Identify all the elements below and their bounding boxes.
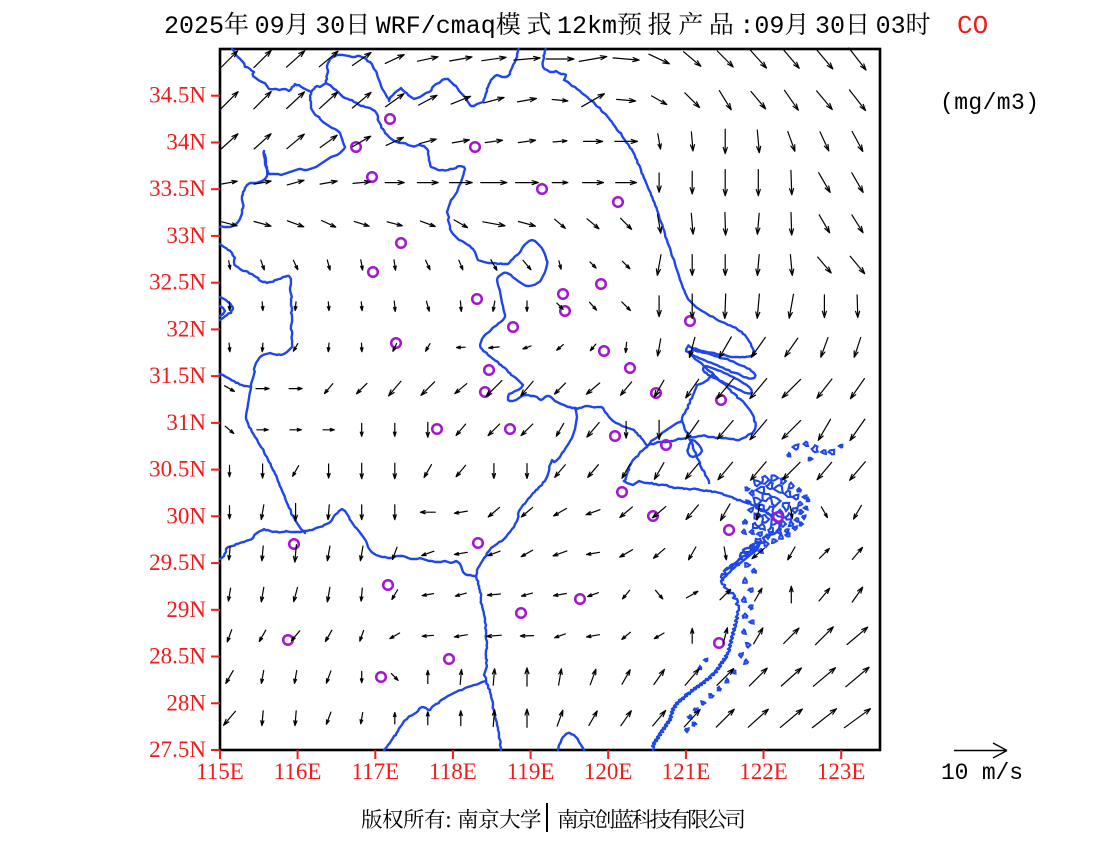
svg-text:32N: 32N xyxy=(166,316,206,341)
svg-text::09: :09 xyxy=(739,12,784,41)
svg-text:03: 03 xyxy=(876,12,906,41)
svg-text:29N: 29N xyxy=(166,597,206,622)
svg-text:28N: 28N xyxy=(166,690,206,715)
svg-text:32.5N: 32.5N xyxy=(149,270,206,295)
svg-text:CO: CO xyxy=(957,11,988,41)
svg-text:33.5N: 33.5N xyxy=(149,176,206,201)
svg-text:31.5N: 31.5N xyxy=(149,363,206,388)
svg-text:119E: 119E xyxy=(507,759,555,784)
svg-text:09: 09 xyxy=(255,12,285,41)
svg-text:28.5N: 28.5N xyxy=(149,644,206,669)
svg-text:118E: 118E xyxy=(429,759,477,784)
svg-text:33N: 33N xyxy=(166,223,206,248)
svg-text:31N: 31N xyxy=(166,410,206,435)
svg-text:117E: 117E xyxy=(351,759,399,784)
svg-text:WRF/cmaq: WRF/cmaq xyxy=(376,12,496,41)
svg-text:10 m/s: 10 m/s xyxy=(941,760,1023,786)
svg-text:27.5N: 27.5N xyxy=(149,737,206,762)
svg-text:120E: 120E xyxy=(584,759,633,784)
svg-text:116E: 116E xyxy=(274,759,322,784)
svg-text:34N: 34N xyxy=(166,130,206,155)
svg-text:29.5N: 29.5N xyxy=(149,550,206,575)
svg-text:30.5N: 30.5N xyxy=(149,457,206,482)
svg-text:2025: 2025 xyxy=(164,12,224,41)
svg-text:30N: 30N xyxy=(166,503,206,528)
svg-text:(mg/m3): (mg/m3) xyxy=(940,90,1039,116)
svg-text:121E: 121E xyxy=(662,759,711,784)
svg-text:34.5N: 34.5N xyxy=(149,83,206,108)
svg-text:122E: 122E xyxy=(739,759,788,784)
svg-text:115E: 115E xyxy=(196,759,244,784)
svg-text:30: 30 xyxy=(315,12,345,41)
svg-text:30: 30 xyxy=(815,12,845,41)
svg-text:123E: 123E xyxy=(817,759,866,784)
svg-text:12km: 12km xyxy=(557,12,617,41)
